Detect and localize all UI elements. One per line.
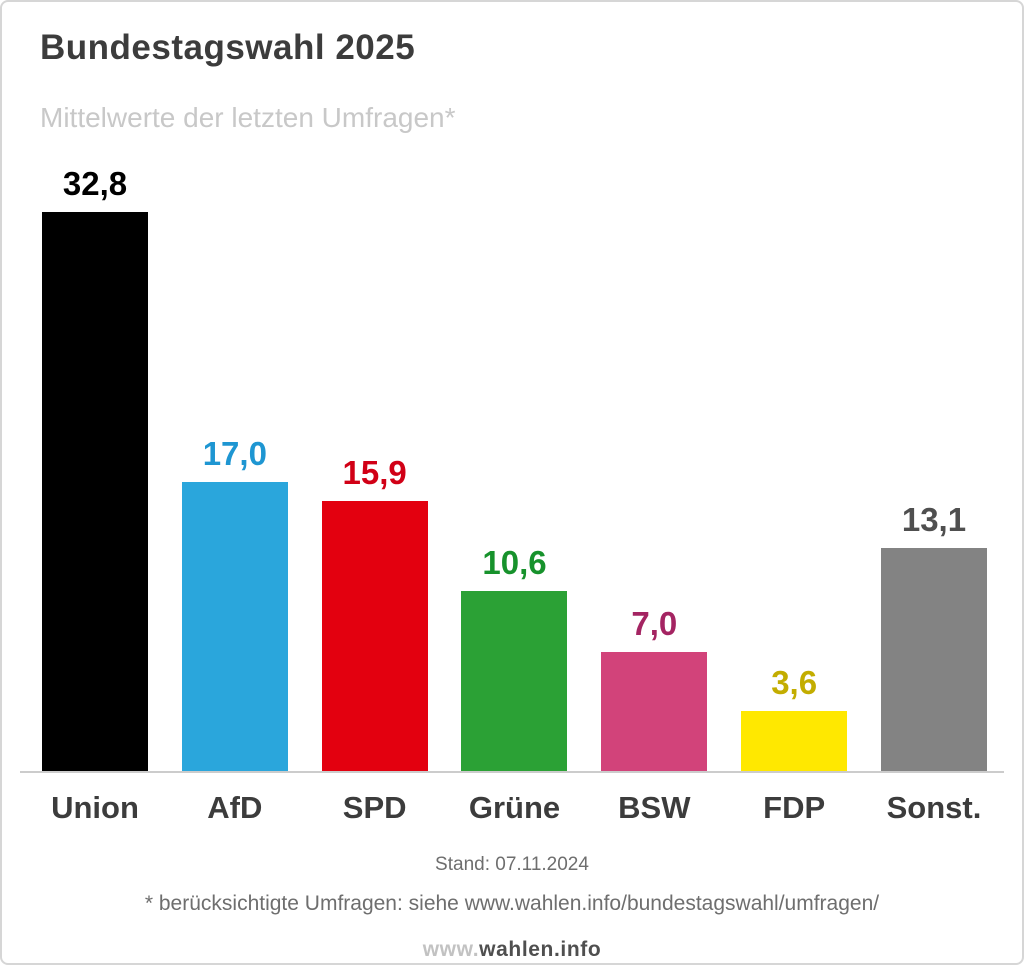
chart-title: Bundestagswahl 2025 [40, 28, 416, 67]
bar-column: 13,1 [880, 501, 987, 772]
bar [461, 591, 568, 772]
category-label: Sonst. [886, 790, 982, 825]
site-branding: www.wahlen.info [2, 938, 1022, 962]
value-label: 3,6 [771, 664, 818, 701]
bar-column: 7,0 [601, 605, 708, 772]
bar [181, 482, 288, 772]
value-label: 7,0 [631, 605, 678, 642]
bar-column: 32,8 [42, 165, 148, 772]
bar [321, 501, 428, 772]
category-label: SPD [342, 790, 407, 825]
category-label: AfD [207, 790, 263, 825]
value-label: 15,9 [342, 454, 407, 491]
bar [741, 711, 848, 772]
value-label: 17,0 [202, 435, 267, 472]
category-label: BSW [618, 790, 691, 825]
value-label: 32,8 [62, 165, 128, 202]
category-label: Grüne [468, 790, 561, 825]
x-axis-labels: Union AfD SPD Grüne BSW FDP Sonst. [42, 790, 987, 826]
value-label: 10,6 [482, 544, 547, 581]
category-label: FDP [763, 790, 826, 825]
bar [42, 212, 148, 772]
bar [880, 548, 987, 772]
bar-column: 10,6 [461, 544, 568, 772]
value-label: 13,1 [901, 501, 967, 538]
branding-www-prefix: www. [422, 938, 480, 961]
as-of-date: Stand: 07.11.2024 [435, 854, 589, 875]
chart-subtitle: Mittelwerte der letzten Umfragen* [40, 102, 456, 133]
bar-column: 17,0 [181, 435, 288, 772]
bar-column: 15,9 [321, 454, 428, 772]
branding-domain: wahlen.info [479, 938, 602, 961]
bar [601, 652, 708, 772]
bar-chart-plot-area: 32,8 17,0 15,9 10,6 7,0 3,6 13,1 [42, 162, 987, 772]
footnote: * berücksichtigte Umfragen: siehe www.wa… [144, 892, 880, 915]
x-axis-line [20, 771, 1004, 773]
bar-column: 3,6 [741, 664, 848, 772]
category-label: Union [51, 790, 139, 825]
